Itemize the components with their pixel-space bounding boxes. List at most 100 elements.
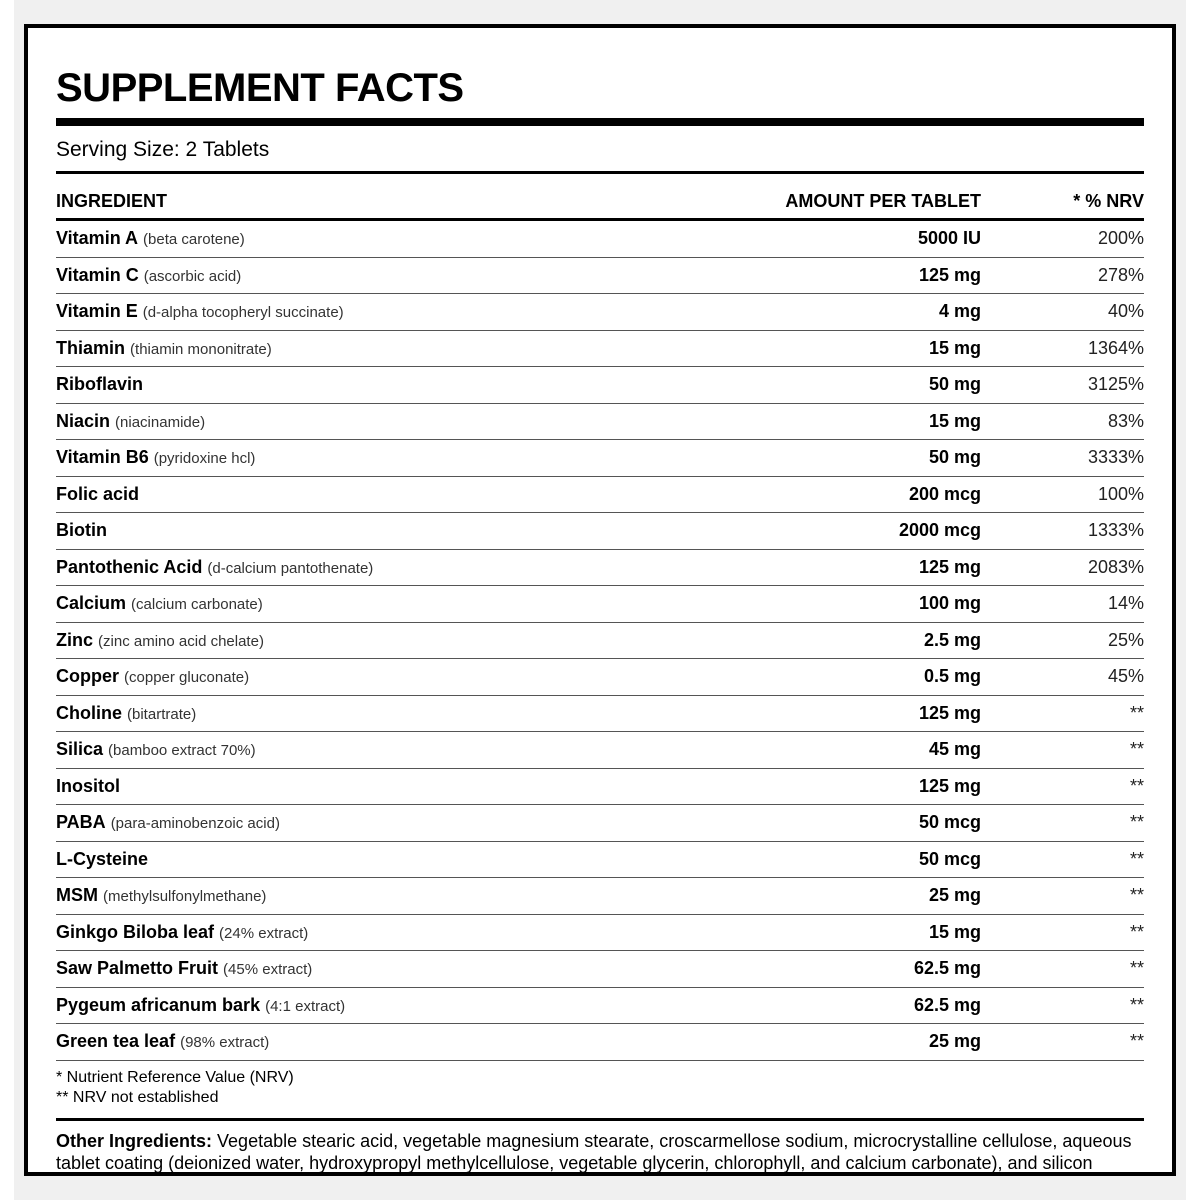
nrv-cell: 1333% xyxy=(981,512,1144,550)
table-row: MSM (methylsulfonylmethane) 25 mg ** xyxy=(56,877,1144,915)
ingredient-cell: Niacin (niacinamide) xyxy=(56,403,681,440)
supplement-facts-panel: SUPPLEMENT FACTS Serving Size: 2 Tablets… xyxy=(24,24,1176,1176)
nrv-cell: ** xyxy=(981,695,1144,732)
ingredient-cell: Calcium (calcium carbonate) xyxy=(56,585,681,623)
nrv-cell: 83% xyxy=(981,403,1144,440)
table-row: Ginkgo Biloba leaf (24% extract) 15 mg *… xyxy=(56,914,1144,951)
ingredient-cell: Ginkgo Biloba leaf (24% extract) xyxy=(56,914,681,951)
ingredient-cell: Folic acid xyxy=(56,476,681,513)
ingredient-cell: Riboflavin xyxy=(56,366,681,404)
ingredient-detail: (24% extract) xyxy=(219,924,309,942)
amount-cell: 0.5 mg xyxy=(681,658,981,696)
ingredient-name: Thiamin xyxy=(56,337,126,358)
ingredient-cell: Vitamin C (ascorbic acid) xyxy=(56,257,681,294)
ingredient-name: Niacin xyxy=(56,410,111,431)
nrv-cell: 40% xyxy=(981,293,1144,331)
table-row: Pantothenic Acid (d-calcium pantothenate… xyxy=(56,549,1144,586)
other-ingredients-label: Other Ingredients: xyxy=(56,1131,213,1151)
nrv-cell: ** xyxy=(981,768,1144,805)
ingredient-cell: Choline (bitartrate) xyxy=(56,695,681,732)
ingredient-name: Copper xyxy=(56,666,119,687)
ingredient-name: Pantothenic Acid xyxy=(56,556,203,577)
table-row: Riboflavin 50 mg 3125% xyxy=(56,366,1144,404)
table-row: Vitamin B6 (pyridoxine hcl) 50 mg 3333% xyxy=(56,439,1144,477)
amount-cell: 50 mcg xyxy=(681,841,981,878)
amount-cell: 125 mg xyxy=(681,549,981,586)
nrv-cell: 100% xyxy=(981,476,1144,513)
table-row: Calcium (calcium carbonate) 100 mg 14% xyxy=(56,585,1144,623)
serving-size: Serving Size: 2 Tablets xyxy=(56,138,270,161)
footnotes: * Nutrient Reference Value (NRV) ** NRV … xyxy=(56,1068,294,1108)
nrv-cell: 2083% xyxy=(981,549,1144,586)
divider xyxy=(56,171,1144,174)
ingredient-cell: MSM (methylsulfonylmethane) xyxy=(56,877,681,915)
ingredient-detail: (calcium carbonate) xyxy=(131,596,263,614)
nrv-cell: ** xyxy=(981,731,1144,769)
ingredient-detail: (ascorbic acid) xyxy=(143,267,242,285)
nrv-cell: ** xyxy=(981,1023,1144,1061)
amount-cell: 15 mg xyxy=(681,330,981,367)
ingredient-name: Silica xyxy=(56,739,104,760)
ingredient-name: Pygeum africanum bark xyxy=(56,994,261,1015)
ingredient-cell: Copper (copper gluconate) xyxy=(56,658,681,696)
amount-cell: 50 mcg xyxy=(681,804,981,842)
amount-cell: 5000 IU xyxy=(681,219,981,258)
amount-cell: 62.5 mg xyxy=(681,950,981,988)
ingredient-name: Calcium xyxy=(56,593,127,614)
ingredient-detail: (98% extract) xyxy=(180,1034,270,1052)
amount-cell: 125 mg xyxy=(681,257,981,294)
amount-cell: 50 mg xyxy=(681,366,981,404)
amount-cell: 125 mg xyxy=(681,768,981,805)
ingredient-detail: (bamboo extract 70%) xyxy=(108,742,256,760)
nrv-cell: 200% xyxy=(981,219,1144,258)
ingredient-cell: Thiamin (thiamin mononitrate) xyxy=(56,330,681,367)
table-row: Green tea leaf (98% extract) 25 mg ** xyxy=(56,1023,1144,1061)
header-ingredient: INGREDIENT xyxy=(56,185,681,221)
ingredient-detail: (para-aminobenzoic acid) xyxy=(110,815,280,833)
ingredient-name: Vitamin E xyxy=(56,301,138,322)
ingredient-name: Ginkgo Biloba leaf xyxy=(56,921,215,942)
amount-cell: 2000 mcg xyxy=(681,512,981,550)
ingredient-detail: (bitartrate) xyxy=(127,705,197,723)
nrv-cell: ** xyxy=(981,804,1144,842)
ingredient-cell: Saw Palmetto Fruit (45% extract) xyxy=(56,950,681,988)
nrv-cell: 278% xyxy=(981,257,1144,294)
ingredient-name: Choline xyxy=(56,702,122,723)
other-ingredients-text: Vegetable stearic acid, vegetable magnes… xyxy=(56,1131,1132,1173)
ingredient-name: Biotin xyxy=(56,520,107,541)
table-row: Niacin (niacinamide) 15 mg 83% xyxy=(56,403,1144,440)
ingredient-detail: (niacinamide) xyxy=(115,413,206,431)
ingredient-name: Vitamin A xyxy=(56,228,139,249)
nrv-cell: 3125% xyxy=(981,366,1144,404)
table-row: Vitamin E (d-alpha tocopheryl succinate)… xyxy=(56,293,1144,331)
nrv-cell: 45% xyxy=(981,658,1144,696)
divider xyxy=(56,1118,1144,1121)
header-nrv: * % NRV xyxy=(981,185,1144,221)
amount-cell: 100 mg xyxy=(681,585,981,623)
ingredient-detail: (d-calcium pantothenate) xyxy=(207,559,374,577)
nrv-cell: 1364% xyxy=(981,330,1144,367)
ingredient-detail: (pyridoxine hcl) xyxy=(153,450,256,468)
ingredient-name: Folic acid xyxy=(56,483,140,504)
amount-cell: 2.5 mg xyxy=(681,622,981,659)
table-row: L-Cysteine 50 mcg ** xyxy=(56,841,1144,878)
table-row: Inositol 125 mg ** xyxy=(56,768,1144,805)
ingredient-cell: L-Cysteine xyxy=(56,841,681,878)
ingredient-name: Vitamin C xyxy=(56,264,139,285)
amount-cell: 4 mg xyxy=(681,293,981,331)
ingredient-name: Inositol xyxy=(56,775,120,796)
header-amount: AMOUNT PER TABLET xyxy=(681,185,981,221)
amount-cell: 15 mg xyxy=(681,403,981,440)
table-row: Silica (bamboo extract 70%) 45 mg ** xyxy=(56,731,1144,769)
ingredient-name: L-Cysteine xyxy=(56,848,149,869)
ingredient-detail: (thiamin mononitrate) xyxy=(130,340,272,358)
nrv-cell: ** xyxy=(981,987,1144,1024)
amount-cell: 25 mg xyxy=(681,1023,981,1061)
ingredient-cell: Pygeum africanum bark (4:1 extract) xyxy=(56,987,681,1024)
table-row: Pygeum africanum bark (4:1 extract) 62.5… xyxy=(56,987,1144,1024)
ingredient-name: Vitamin B6 xyxy=(56,447,149,468)
amount-cell: 125 mg xyxy=(681,695,981,732)
ingredient-detail: (45% extract) xyxy=(223,961,313,979)
ingredient-name: Saw Palmetto Fruit xyxy=(56,958,219,979)
ingredient-cell: Vitamin B6 (pyridoxine hcl) xyxy=(56,439,681,477)
